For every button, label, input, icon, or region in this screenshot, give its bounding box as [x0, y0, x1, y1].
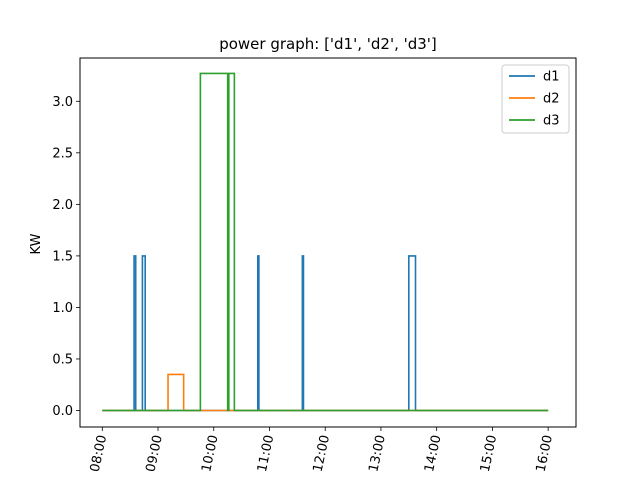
x-tick-label: 15:00	[478, 434, 500, 474]
x-tick-label: 09:00	[143, 434, 165, 474]
y-axis-ticks: 0.0 0.5 1.0 1.5 2.0 2.5 3.0	[52, 95, 80, 419]
x-tick-label: 11:00	[255, 434, 277, 474]
y-tick-label: 2.0	[52, 198, 73, 213]
legend: d1 d2 d3	[501, 64, 570, 134]
chart-title: power graph: ['d1', 'd2', 'd3']	[219, 35, 437, 53]
y-tick-label: 1.0	[52, 301, 73, 316]
y-tick-label: 0.0	[52, 404, 73, 419]
x-axis-ticks: 08:00 09:00 10:00 11:00 12:00 13:00 14:00 15:00…	[88, 427, 556, 473]
x-tick-label: 10:00	[199, 434, 221, 474]
x-tick-label: 16:00	[534, 434, 556, 474]
y-tick-label: 3.0	[52, 95, 73, 110]
y-tick-label: 0.5	[52, 352, 73, 367]
x-tick-label: 13:00	[366, 434, 388, 474]
series-line-d1	[102, 255, 549, 412]
x-tick-label: 12:00	[311, 434, 333, 474]
legend-label-d2: d2	[543, 92, 560, 107]
legend-box	[501, 64, 570, 134]
series-group	[102, 72, 549, 412]
legend-label-d1: d1	[543, 70, 560, 85]
x-tick-label: 08:00	[88, 434, 110, 474]
y-tick-label: 1.5	[52, 249, 73, 264]
legend-label-d3: d3	[543, 114, 560, 129]
series-line-d2	[102, 373, 549, 412]
y-axis-label: KW	[29, 233, 44, 254]
y-tick-label: 2.5	[52, 146, 73, 161]
plot-frame	[79, 57, 577, 428]
x-tick-label: 14:00	[422, 434, 444, 474]
series-line-d3	[102, 72, 549, 412]
